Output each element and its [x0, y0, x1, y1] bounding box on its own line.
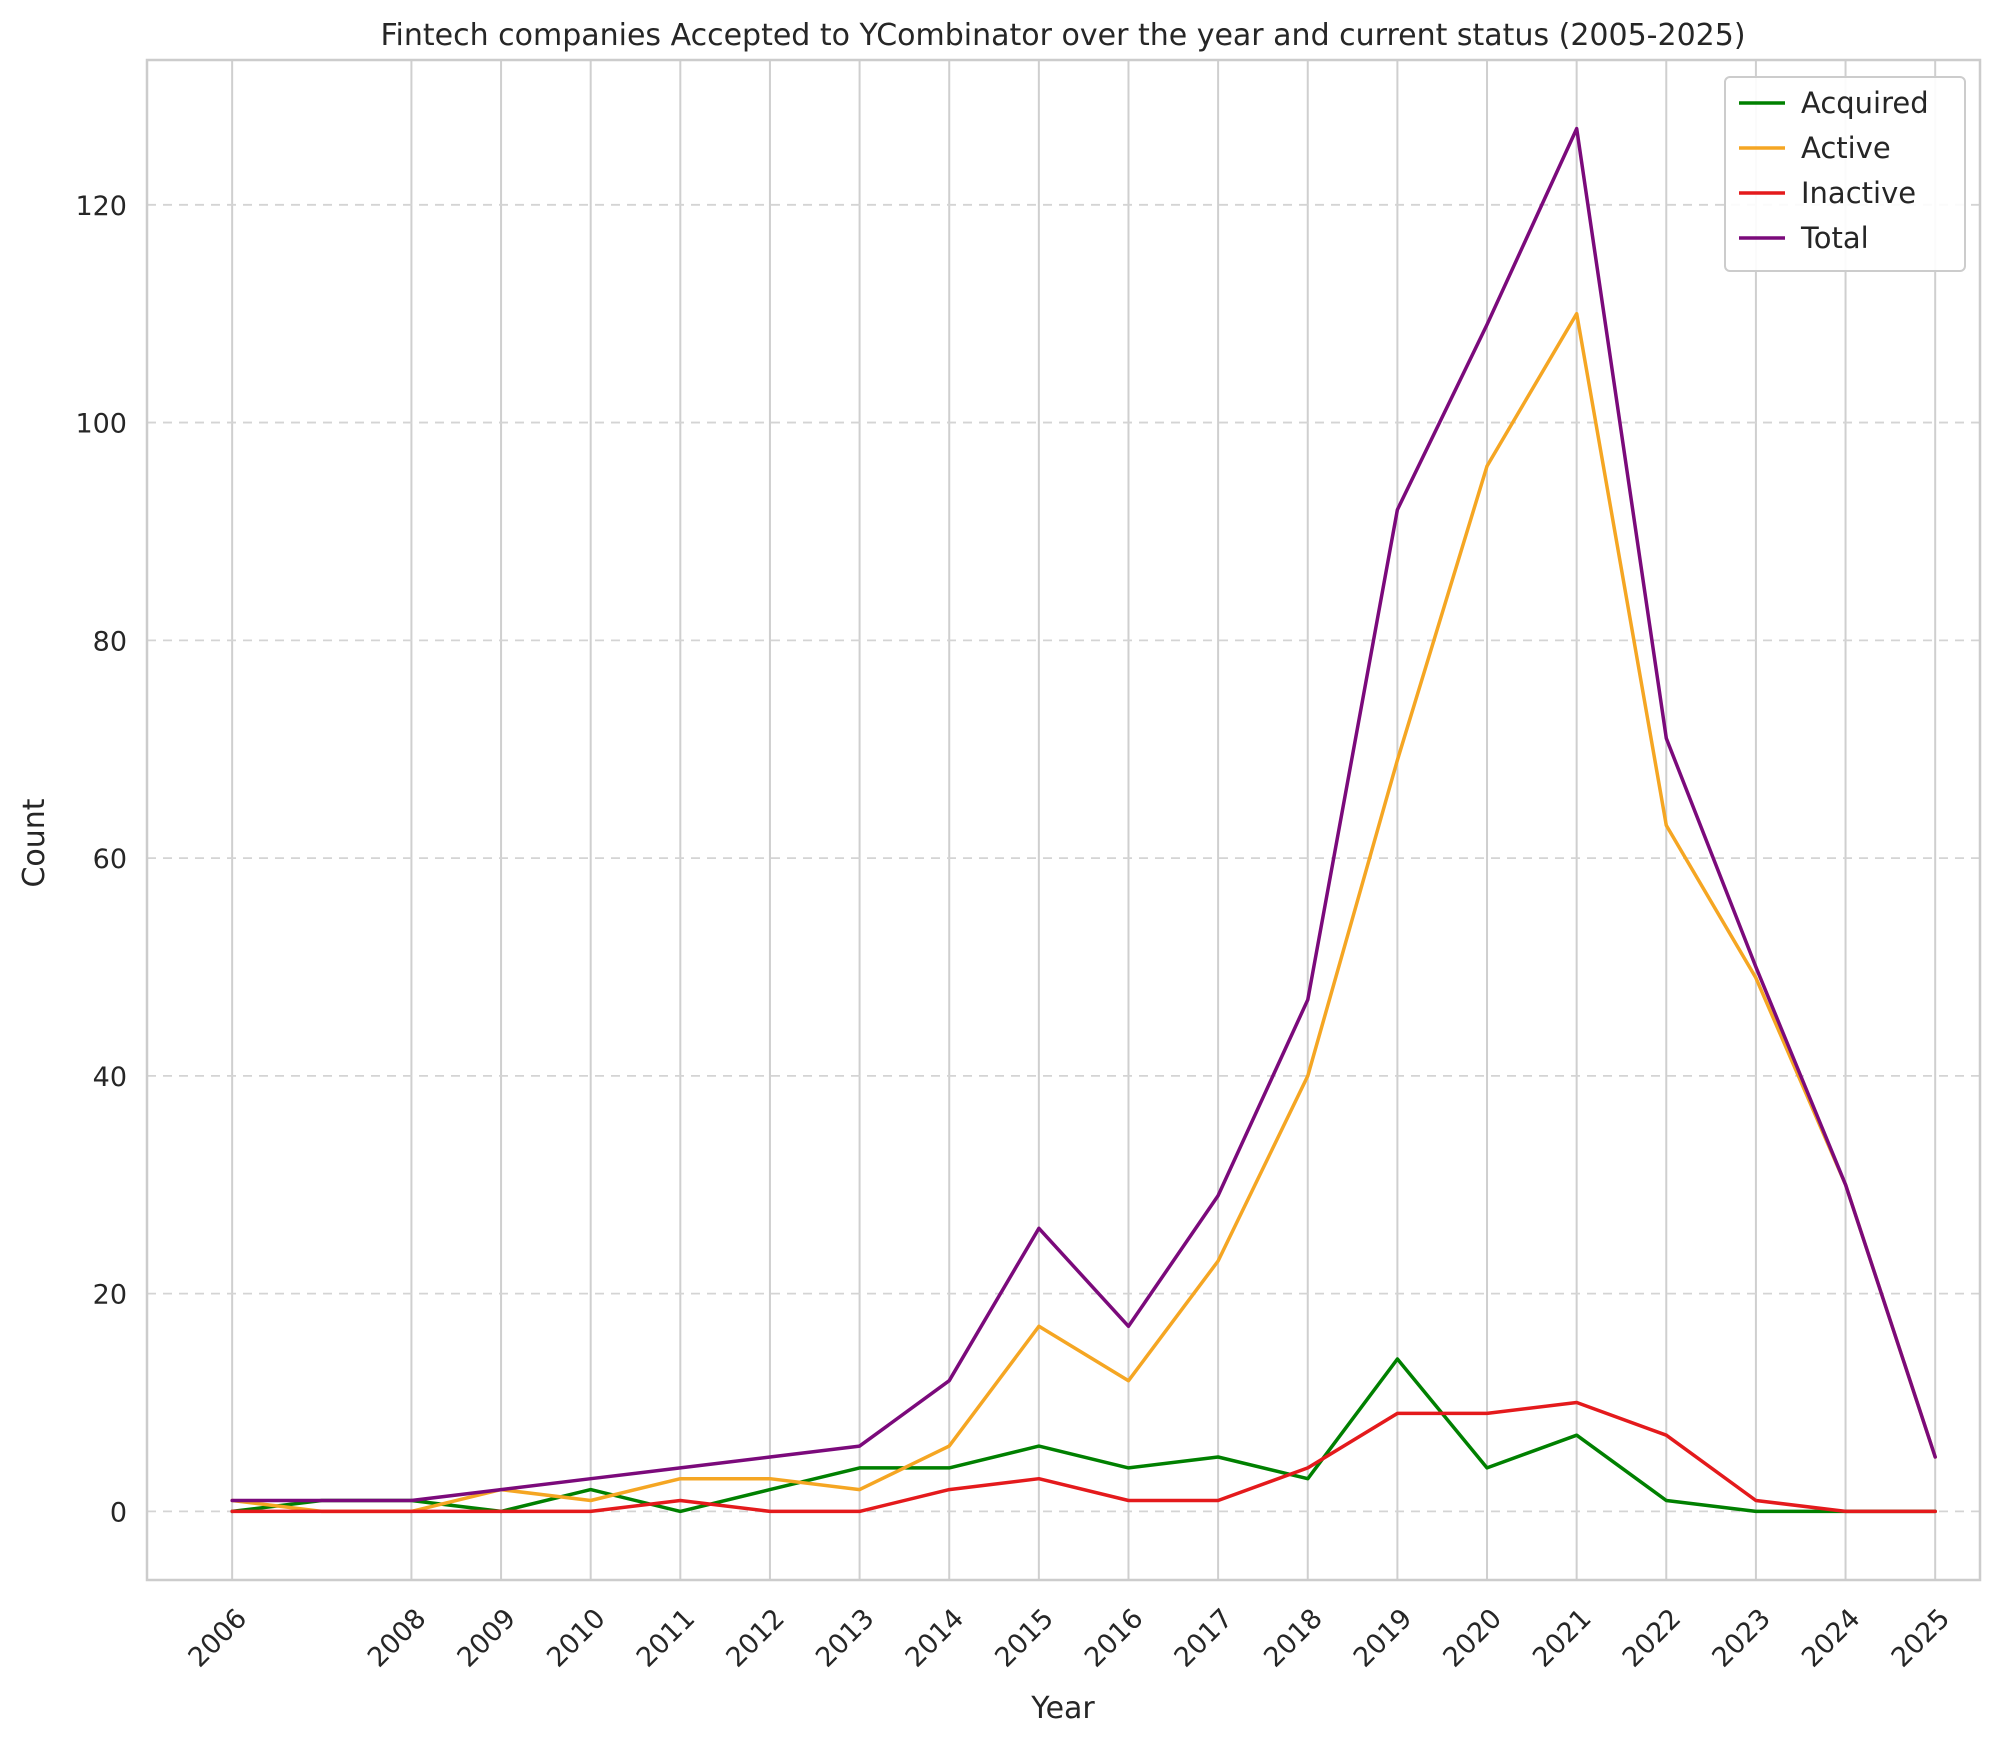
- y-tick-label-60: 60: [93, 844, 127, 875]
- x-tick-label-2009: 2009: [451, 1603, 522, 1674]
- y-tick-label-20: 20: [93, 1280, 127, 1311]
- x-tick-label-2021: 2021: [1527, 1603, 1598, 1674]
- x-tick-label-2024: 2024: [1796, 1603, 1867, 1674]
- x-tick-label-2025: 2025: [1886, 1603, 1957, 1674]
- x-tick-label-2014: 2014: [900, 1603, 971, 1674]
- series-line-inactive: [230, 1400, 1937, 1514]
- y-tick-label-40: 40: [93, 1062, 127, 1093]
- chart-title: Fintech companies Accepted to YCombinato…: [380, 18, 1745, 53]
- x-tick-label-2006: 2006: [183, 1603, 254, 1674]
- x-tick-label-2020: 2020: [1437, 1603, 1508, 1674]
- x-tick-label-2012: 2012: [720, 1603, 791, 1674]
- series-line-active: [230, 311, 1937, 1514]
- plot-frame: [145, 58, 1982, 1582]
- x-tick-label-2022: 2022: [1617, 1603, 1688, 1674]
- y-tick-label-120: 120: [75, 191, 127, 222]
- x-tick-label-2008: 2008: [362, 1603, 433, 1674]
- legend-label-inactive: Inactive: [1801, 176, 1916, 210]
- x-tick-label-2019: 2019: [1348, 1603, 1419, 1674]
- legend-label-acquired: Acquired: [1801, 86, 1929, 120]
- x-tick-label-2023: 2023: [1706, 1603, 1777, 1674]
- x-axis-label: Year: [1030, 1691, 1095, 1726]
- x-tick-label-2015: 2015: [989, 1603, 1060, 1674]
- y-tick-label-0: 0: [110, 1497, 127, 1528]
- legend-box: [1724, 76, 1966, 272]
- grid: [147, 60, 1980, 1580]
- y-tick-label-80: 80: [93, 626, 127, 657]
- x-tick-label-2018: 2018: [1258, 1603, 1329, 1674]
- series-line-acquired: [230, 1357, 1937, 1514]
- y-axis-label: Count: [17, 798, 52, 887]
- legend-label-active: Active: [1801, 131, 1891, 165]
- x-tick-label-2010: 2010: [541, 1603, 612, 1674]
- x-tick-label-2017: 2017: [1169, 1603, 1240, 1674]
- y-tick-label-100: 100: [75, 409, 127, 440]
- legend-label-total: Total: [1800, 221, 1869, 255]
- series-lines: [230, 126, 1937, 1514]
- axes: 0 20 40 60 80 100 120 2006 2008 2009 2010 2011 2012 2…: [75, 58, 1982, 1674]
- x-tick-label-2016: 2016: [1079, 1603, 1150, 1674]
- legend[interactable]: Acquired Active Inactive Total: [1724, 76, 1966, 272]
- series-line-total: [230, 126, 1937, 1503]
- x-tick-label-2011: 2011: [631, 1603, 702, 1674]
- x-tick-label-2013: 2013: [810, 1603, 881, 1674]
